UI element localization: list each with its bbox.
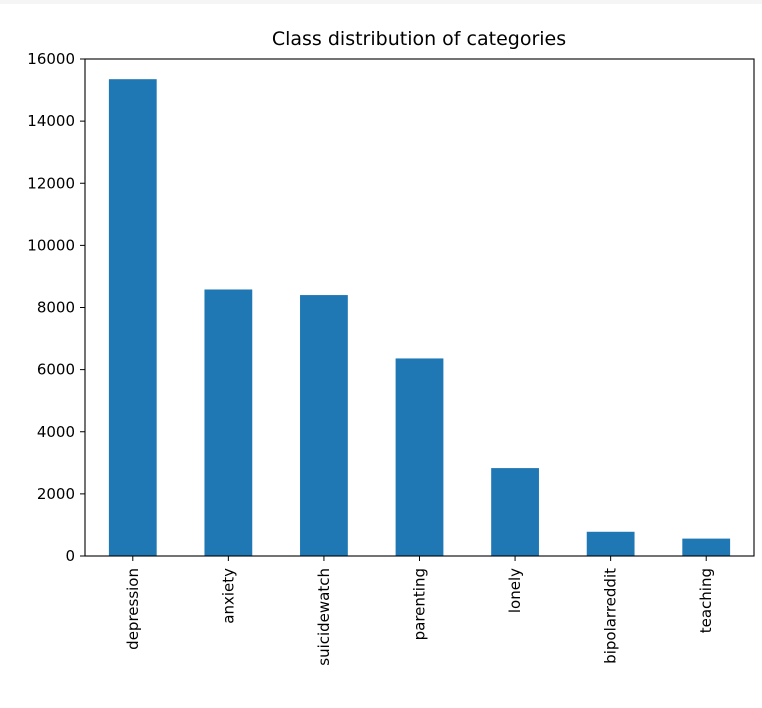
bar-teaching: [682, 538, 731, 556]
y-axis: 0 2000 4000 6000 8000 10000 12000 14000 16000: [27, 50, 85, 565]
y-tick-label: 4000: [37, 423, 75, 441]
bar-lonely: [491, 468, 539, 556]
x-tick-label: bipolarreddit: [602, 568, 620, 664]
x-tick-label: lonely: [506, 568, 524, 613]
top-strip: [0, 0, 762, 4]
x-tick-label: teaching: [697, 568, 715, 633]
bar-suicidewatch: [300, 295, 348, 556]
x-axis: depression anxiety suicidewatch parenting lo…: [124, 556, 715, 666]
bar-parenting: [395, 358, 444, 556]
y-tick-label: 2000: [37, 485, 75, 503]
chart-title: Class distribution of categories: [272, 28, 566, 50]
bar-anxiety: [204, 289, 253, 556]
y-tick-label: 0: [65, 547, 75, 565]
y-tick-label: 10000: [27, 236, 75, 254]
bar-depression: [108, 79, 157, 557]
y-tick-label: 8000: [37, 299, 75, 317]
y-tick-label: 12000: [27, 174, 75, 192]
x-tick-label: suicidewatch: [315, 568, 333, 666]
bars-group: [108, 79, 731, 557]
y-tick-label: 6000: [37, 361, 75, 379]
bar-bipolarreddit: [586, 531, 635, 556]
plot-frame: [84, 58, 755, 557]
x-tick-label: depression: [124, 568, 142, 650]
y-tick-label: 14000: [27, 112, 75, 130]
x-tick-label: parenting: [411, 568, 429, 640]
y-tick-label: 16000: [27, 50, 75, 68]
x-tick-label: anxiety: [219, 568, 237, 624]
